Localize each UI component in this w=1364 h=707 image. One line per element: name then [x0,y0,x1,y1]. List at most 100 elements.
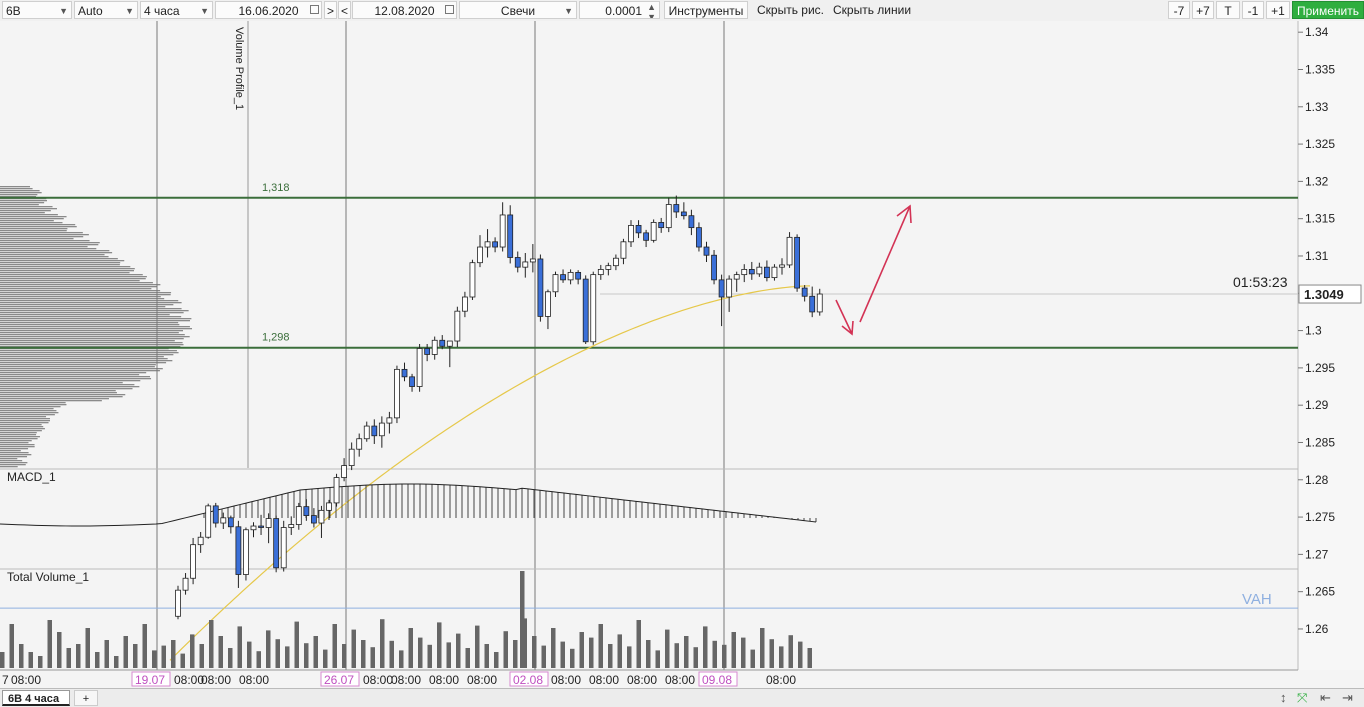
minus7-button[interactable]: -7 [1168,1,1190,19]
volume-profile-bar [0,454,32,456]
volume-bar [342,644,347,668]
candle [212,505,219,524]
volume-profile-bar [0,362,167,364]
timeframe-value: 4 часа [144,4,180,18]
volume-profile-bar [0,432,37,434]
volume-bar [361,640,366,668]
candle [431,339,438,355]
volume-profile-bar [0,458,18,460]
volume-bar [380,619,385,668]
symbol-select[interactable]: 6B ▼ [2,1,72,19]
add-tab-button[interactable]: + [74,690,98,706]
candle [318,509,325,524]
fit-icon[interactable]: ⤧ [1297,690,1308,705]
volume-bar [712,640,717,668]
timeframe-select[interactable]: 4 часа ▼ [140,1,213,19]
volume-profile-bar [0,214,58,216]
tab-6b-4h[interactable]: 6B 4 часа [2,690,70,706]
candle [363,425,370,440]
volume-profile-bar [0,340,175,342]
chevron-down-icon: ▼ [125,6,134,16]
volume-profile-bar [0,366,155,368]
volume-profile-bar [0,418,50,420]
volume-profile-bar [0,256,109,258]
volume-profile-bar [0,412,59,414]
date-label: 26.07 [324,673,354,687]
candle [454,310,461,342]
candle [220,517,227,524]
volume-bar [247,641,252,668]
candle [333,477,340,504]
tools-button[interactable]: Инструменты [664,1,748,19]
volume-profile-bar [0,204,39,206]
volume-bar [760,628,765,668]
step-input[interactable]: 0.0001 ▲ ▼ [579,1,660,19]
candle [175,589,181,617]
volume-bar [399,650,404,668]
volume-profile-bar [0,436,40,438]
volume-profile-bar [0,220,54,222]
chart-type-select[interactable]: Свечи ▼ [459,1,577,19]
candle [205,505,212,538]
volume-bar [85,628,90,668]
volume-bar [332,624,337,668]
volume-bar [475,625,480,668]
candle [733,274,740,280]
price-tick-label: 1.315 [1305,212,1335,226]
time-label: 08:00 [174,673,204,687]
scroll-left-icon[interactable]: ⇤ [1320,690,1331,705]
price-tick-label: 1.32 [1305,174,1329,188]
mode-select[interactable]: Auto ▼ [74,1,138,19]
volume-profile-bar [0,380,141,382]
plus1-button[interactable]: +1 [1266,1,1290,19]
spin-down-icon[interactable]: ▼ [647,12,656,19]
calendar-icon[interactable] [445,5,454,14]
price-chart[interactable]: 1,318 1,298 VAH 1.34 1.335 1.33 1.325 1.32 1.315… [0,21,1364,688]
volume-profile-bar [0,358,168,360]
volume-profile-bar [0,434,37,436]
volume-profile-bar [0,322,179,324]
date-to-field[interactable]: 12.08.2020 [352,1,457,19]
volume-profile-bar [0,298,165,300]
nav-prev-button[interactable]: < [338,1,351,19]
volume-bar [199,644,204,668]
date-highlight [698,671,738,687]
volume-profile-bar [0,242,100,244]
volume-bar [323,649,328,668]
volume-bar [807,648,812,668]
volume-profile-bar [0,336,190,338]
last-price-badge [1298,284,1362,304]
volume-bar [123,636,128,668]
plus7-button[interactable]: +7 [1192,1,1214,19]
volume-profile-bar [0,374,140,376]
volume-bar [769,639,774,668]
time-label: 7 [2,673,9,687]
time-label: 08:00 [201,673,231,687]
spin-up-icon[interactable]: ▲ [647,2,656,12]
today-button[interactable]: T [1216,1,1240,19]
volume-profile-bar [0,354,174,356]
scroll-right-icon[interactable]: ⇥ [1342,690,1353,705]
volume-profile-bar [0,288,152,290]
volume-profile-bar [0,352,179,354]
volume-bar [66,648,71,668]
date-from-field[interactable]: 16.06.2020 [215,1,322,19]
apply-button[interactable]: Применить [1292,1,1364,19]
candle [628,224,634,243]
calendar-icon[interactable] [310,5,319,14]
time-label: 08:00 [665,673,695,687]
candle [665,204,672,229]
hide-drawings-button[interactable]: Скрыть рис. [757,3,825,17]
candle [348,448,355,467]
nav-next-button[interactable]: > [324,1,337,19]
price-tick-label: 1.275 [1305,510,1335,524]
level-label: 1,298 [262,332,290,344]
hide-lines-button[interactable]: Скрыть линии [833,3,912,17]
volume-profile-bar [0,446,35,448]
resize-icon[interactable]: ↕ [1280,690,1287,705]
minus1-button[interactable]: -1 [1242,1,1264,19]
volume-bar [418,637,423,668]
volume-profile-bar [0,282,153,284]
candle [567,271,574,281]
total-volume-label: Total Volume_1 [7,570,89,584]
